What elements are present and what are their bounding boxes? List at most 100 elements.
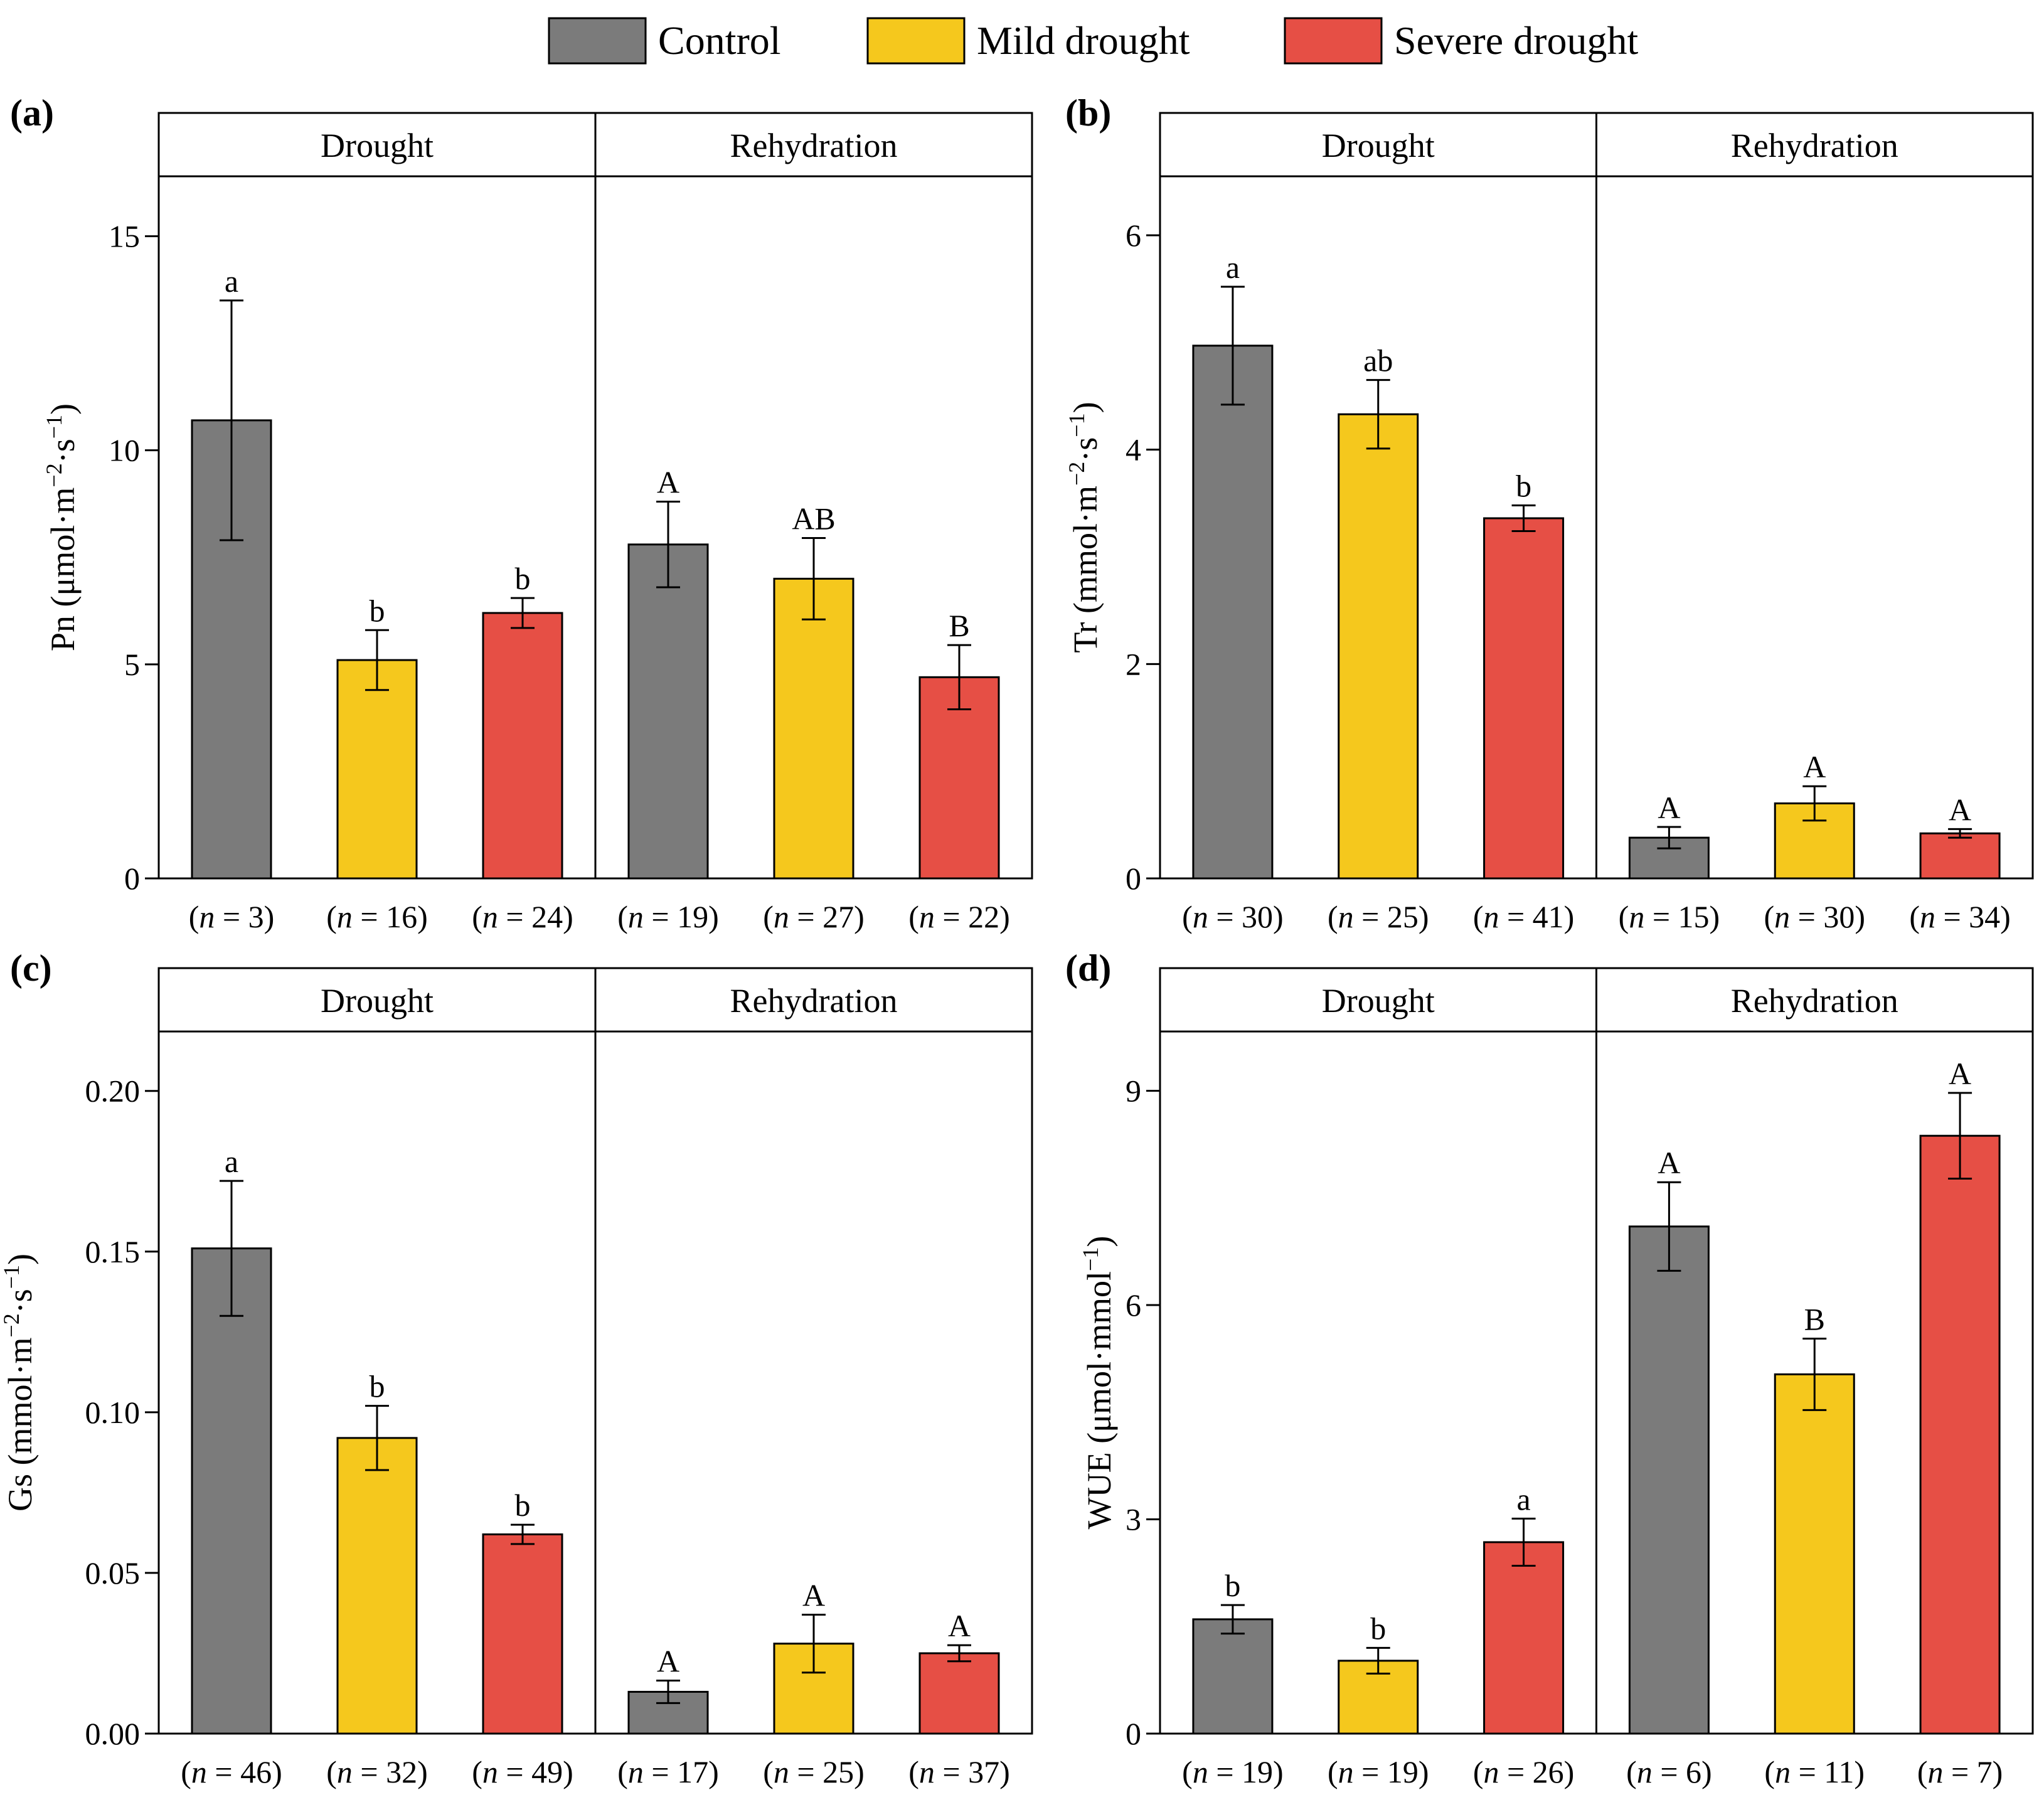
- bar-rect: [1192, 344, 1274, 880]
- bar-rect: [1919, 832, 2001, 880]
- legend-swatch: [1284, 17, 1383, 65]
- bar-rehydration-mild-drought: B (n = 11): [1764, 1301, 1865, 1789]
- significance-label: ab: [1363, 343, 1393, 378]
- bar-drought-mild-drought: b (n = 16): [326, 593, 428, 934]
- significance-label: A: [1949, 1056, 1971, 1091]
- panel-label: (c): [10, 947, 52, 989]
- bar-drought-severe-drought: b (n = 24): [472, 561, 573, 934]
- bar-drought-control: a (n = 30): [1182, 250, 1284, 934]
- legend: Control Mild drought Severe drought: [548, 17, 1638, 65]
- y-axis-title: Gs (mmol·m−2·s−1): [0, 1254, 39, 1511]
- bar-rect: [482, 1533, 563, 1735]
- y-tick-label: 6: [1126, 1287, 1141, 1323]
- group-label-rehydration: Rehydration: [730, 982, 898, 1020]
- bar-rehydration-control: A (n = 15): [1619, 790, 1720, 934]
- y-tick-label: 0.20: [85, 1074, 141, 1109]
- y-axis-title: WUE (μmol·mmol−1): [1078, 1236, 1118, 1530]
- y-tick-label: 5: [124, 647, 140, 682]
- significance-label: B: [949, 608, 969, 643]
- y-tick-label: 0: [1126, 861, 1141, 896]
- y-tick-label: 3: [1126, 1501, 1141, 1537]
- y-tick-label: 10: [109, 433, 140, 468]
- sample-size-label: (n = 19): [1182, 1754, 1284, 1789]
- bar-rect: [336, 1437, 418, 1735]
- significance-label: b: [1370, 1611, 1386, 1646]
- significance-label: b: [1516, 468, 1531, 503]
- bar-drought-mild-drought: b (n = 19): [1328, 1611, 1429, 1789]
- sample-size-label: (n = 17): [617, 1754, 719, 1789]
- bar-drought-mild-drought: ab (n = 25): [1328, 343, 1429, 934]
- significance-label: a: [225, 1144, 238, 1179]
- bar-rect: [627, 543, 709, 880]
- group-label-drought: Drought: [1322, 127, 1435, 164]
- sample-size-label: (n = 46): [181, 1754, 282, 1789]
- bar-rect: [1483, 1541, 1565, 1735]
- bar-rect: [482, 612, 563, 880]
- chart-panel-d: (d) Drought Rehydration 0 3 6 9 WUE (μmol·mmol−…: [1065, 947, 2034, 1789]
- y-tick-label: 0.00: [85, 1716, 141, 1751]
- group-label-drought: Drought: [321, 982, 434, 1020]
- bar-drought-control: b (n = 19): [1182, 1568, 1284, 1789]
- group-label-rehydration: Rehydration: [1731, 982, 1898, 1020]
- significance-label: B: [1804, 1301, 1825, 1336]
- bar-rehydration-control: A (n = 17): [617, 1643, 719, 1789]
- y-tick-label: 0.10: [85, 1395, 141, 1430]
- legend-swatch: [866, 17, 966, 65]
- bar-rehydration-mild-drought: A (n = 25): [763, 1578, 865, 1789]
- bar-rect: [1192, 1618, 1274, 1735]
- significance-label: a: [1516, 1481, 1530, 1516]
- bar-rehydration-control: A (n = 19): [617, 465, 719, 934]
- sample-size-label: (n = 24): [472, 899, 573, 934]
- significance-label: b: [1225, 1568, 1240, 1603]
- panel-label: (d): [1065, 947, 1111, 989]
- y-tick-label: 6: [1126, 218, 1141, 253]
- sample-size-label: (n = 25): [763, 1754, 865, 1789]
- sample-size-label: (n = 27): [763, 899, 865, 934]
- sample-size-label: (n = 7): [1917, 1754, 2003, 1789]
- bar-rehydration-mild-drought: AB (n = 27): [763, 501, 865, 934]
- bar-rect: [191, 1247, 272, 1735]
- significance-label: AB: [792, 501, 835, 536]
- chart-panel-b: (b) Drought Rehydration 0 2 4 6 Tr (mmol·m−2·s−…: [1064, 92, 2034, 934]
- significance-label: A: [657, 465, 679, 500]
- panels: (a) Drought Rehydration 0 5 10 15 Pn (μmol·m−2·…: [0, 92, 2034, 1789]
- y-tick-label: 0: [124, 861, 140, 896]
- bar-rehydration-severe-drought: A (n = 37): [908, 1608, 1010, 1789]
- sample-size-label: (n = 49): [472, 1754, 573, 1789]
- y-tick-label: 0.05: [85, 1555, 141, 1591]
- sample-size-label: (n = 22): [908, 899, 1010, 934]
- bar-rect: [1774, 1373, 1855, 1735]
- sample-size-label: (n = 19): [617, 899, 719, 934]
- legend-label: Severe drought: [1394, 18, 1638, 63]
- bar-drought-control: a (n = 3): [189, 264, 275, 934]
- significance-label: b: [515, 1488, 531, 1523]
- bar-rect: [336, 659, 418, 880]
- group-label-rehydration: Rehydration: [730, 127, 898, 164]
- y-axis-title: Tr (mmol·m−2·s−1): [1064, 402, 1104, 653]
- significance-label: a: [1226, 250, 1240, 285]
- sample-size-label: (n = 16): [326, 899, 428, 934]
- bar-rect: [773, 577, 854, 880]
- panel-label: (a): [10, 92, 54, 134]
- y-tick-label: 2: [1126, 646, 1141, 681]
- sample-size-label: (n = 26): [1473, 1754, 1575, 1789]
- bar-rehydration-severe-drought: B (n = 22): [908, 608, 1010, 934]
- sample-size-label: (n = 19): [1328, 1754, 1429, 1789]
- y-tick-label: 15: [109, 219, 140, 254]
- significance-label: A: [1803, 749, 1826, 784]
- significance-label: A: [1658, 1145, 1680, 1180]
- sample-size-label: (n = 3): [189, 899, 275, 934]
- legend-item-severe-drought: Severe drought: [1284, 17, 1638, 65]
- sample-size-label: (n = 41): [1473, 899, 1575, 934]
- bar-rehydration-control: A (n = 6): [1626, 1145, 1712, 1789]
- group-label-drought: Drought: [321, 127, 434, 164]
- y-tick-label: 0: [1126, 1716, 1141, 1751]
- bar-rect: [918, 1652, 1000, 1735]
- legend-item-control: Control: [548, 17, 781, 65]
- sample-size-label: (n = 30): [1182, 899, 1284, 934]
- group-label-rehydration: Rehydration: [1731, 127, 1898, 164]
- sample-size-label: (n = 32): [326, 1754, 428, 1789]
- bar-drought-severe-drought: b (n = 49): [472, 1488, 573, 1789]
- y-axis-title: Pn (μmol·m−2·s−1): [41, 403, 82, 651]
